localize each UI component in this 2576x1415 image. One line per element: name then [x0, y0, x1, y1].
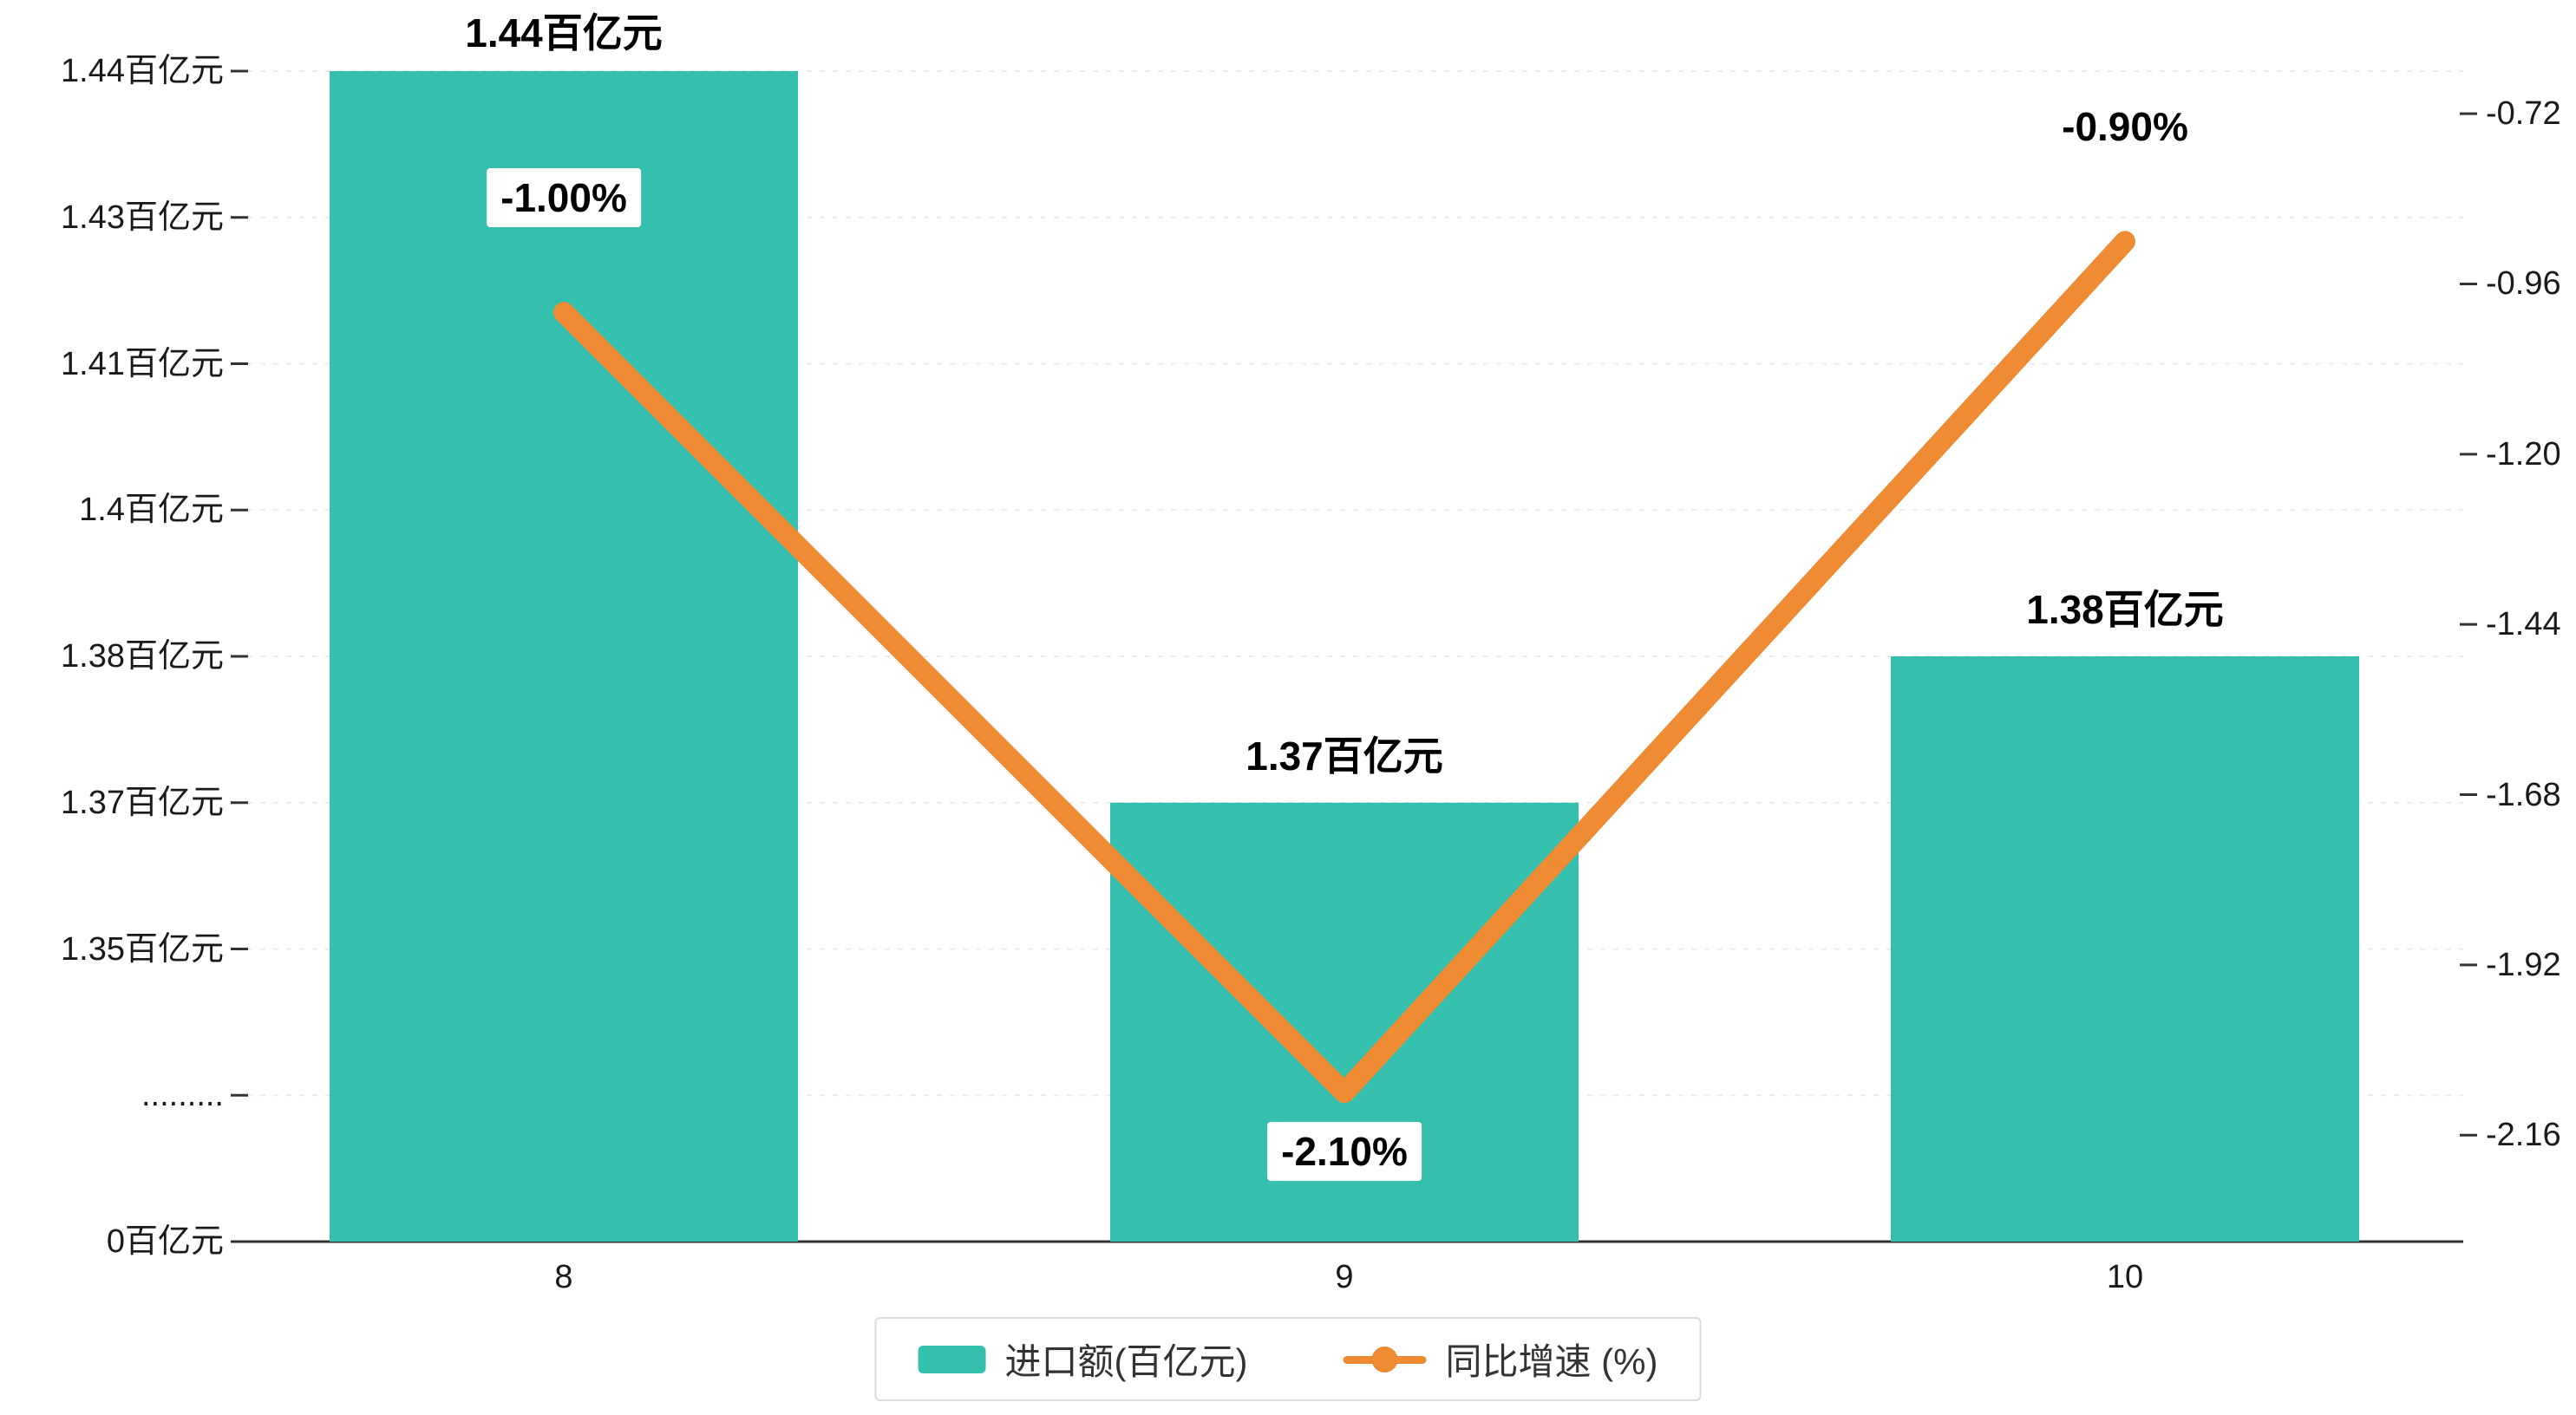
bar-series-swatch [918, 1345, 986, 1373]
bar-month-10[interactable] [1891, 656, 2359, 1242]
legend-item-import-value[interactable]: 进口额(百亿元) [918, 1333, 1248, 1386]
bar-month-8[interactable] [330, 71, 798, 1242]
legend-item-yoy-growth[interactable]: 同比增速 (%) [1343, 1333, 1657, 1386]
bar-month-9[interactable] [1110, 802, 1579, 1242]
line-swatch-dot-icon [1371, 1346, 1398, 1373]
legend: 进口额(百亿元) 同比增速 (%) [874, 1317, 1702, 1401]
legend-label-import-value: 进口额(百亿元) [1004, 1341, 1248, 1382]
legend-label-yoy-growth: 同比增速 (%) [1445, 1341, 1658, 1382]
growth-line[interactable] [553, 231, 2135, 1104]
line-series-swatch [1343, 1346, 1427, 1373]
